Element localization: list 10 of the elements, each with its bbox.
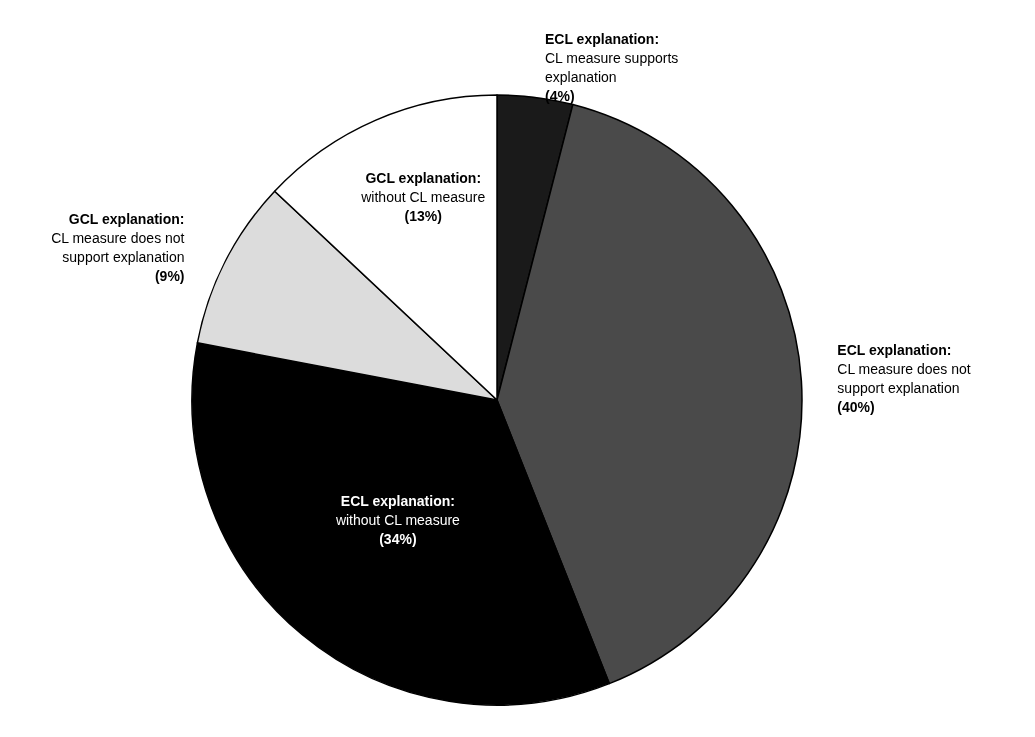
slice-label: ECL explanation: CL measure supports explanation xyxy=(544,31,679,86)
data-label: (13%) xyxy=(404,208,442,225)
slice-label: ECL explanation: CL measure does not support explanation xyxy=(837,342,971,397)
slice-label: GCL explanation: CL measure does not support explanation xyxy=(51,211,185,266)
data-label: (40%) xyxy=(837,399,875,416)
data-label: (4%) xyxy=(544,88,575,105)
data-label: (9%) xyxy=(154,268,185,285)
slice-label: GCL explanation: without CL measure xyxy=(360,170,486,206)
slice-label: ECL explanation: without CL measure xyxy=(334,492,461,528)
data-label: (34%) xyxy=(379,530,417,547)
